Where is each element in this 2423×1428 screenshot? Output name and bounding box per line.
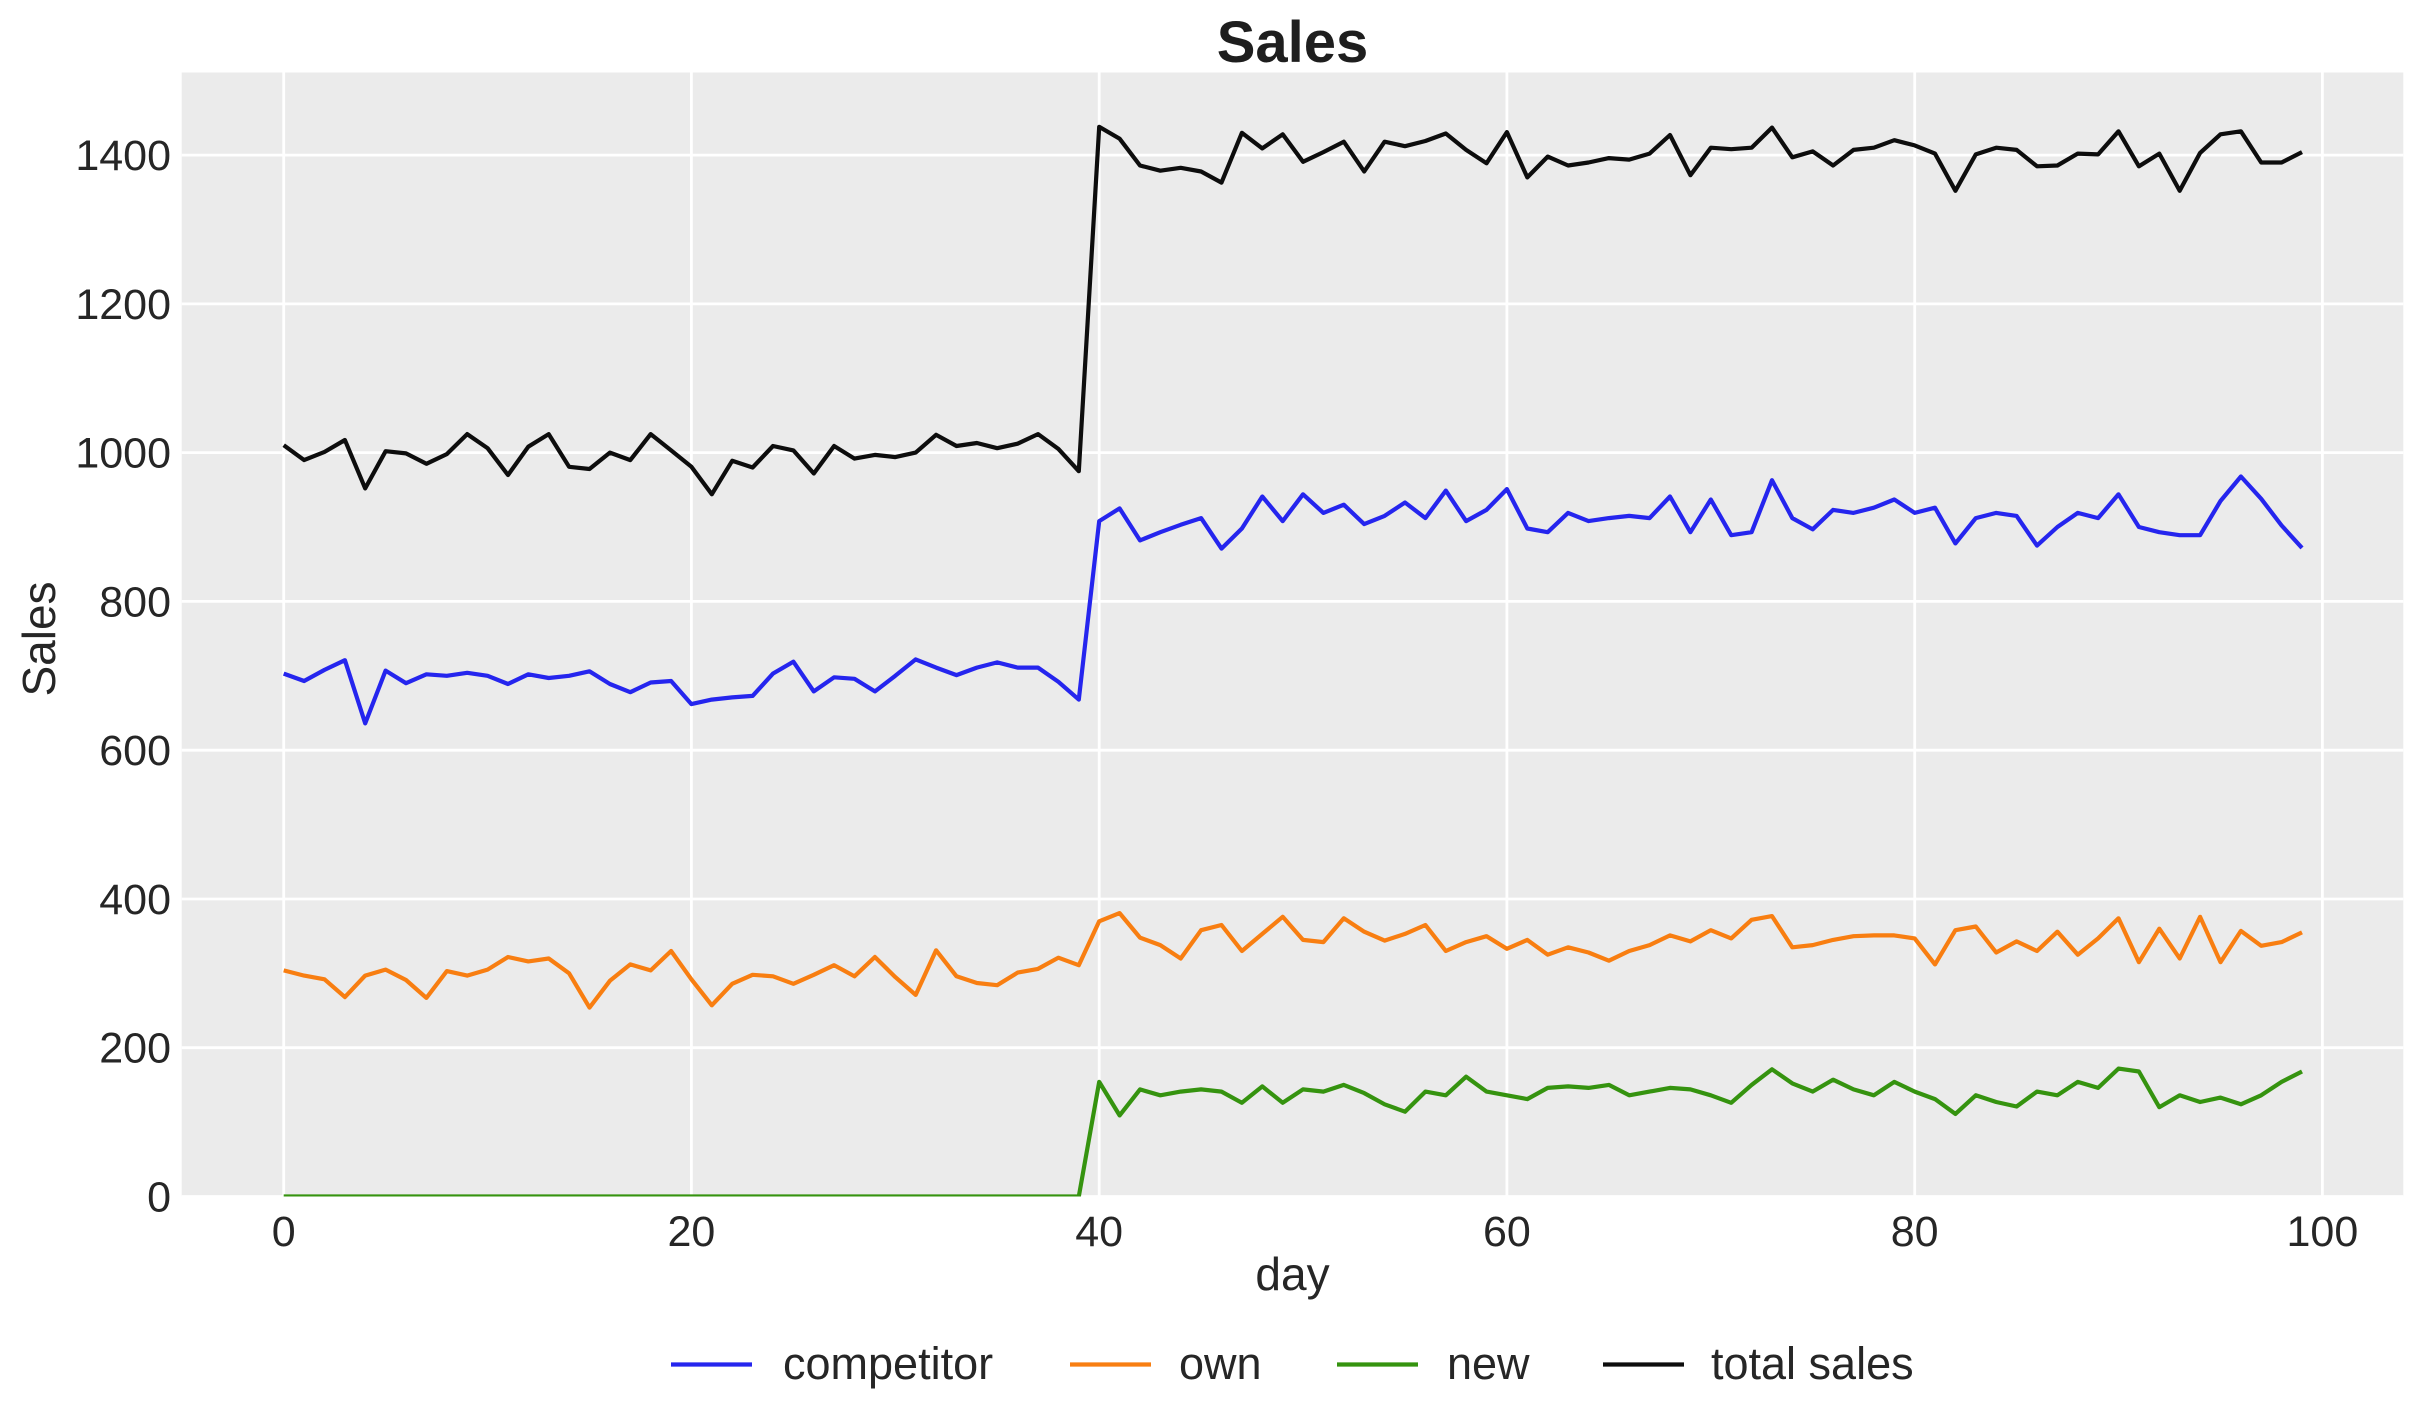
- svg-text:1200: 1200: [75, 281, 171, 329]
- svg-text:competitor: competitor: [783, 1338, 993, 1389]
- svg-text:0: 0: [272, 1208, 296, 1256]
- svg-text:new: new: [1447, 1338, 1530, 1389]
- svg-text:Sales: Sales: [13, 581, 65, 696]
- svg-text:1400: 1400: [75, 132, 171, 180]
- svg-text:day: day: [1255, 1248, 1329, 1300]
- svg-text:800: 800: [99, 578, 171, 626]
- svg-text:400: 400: [99, 876, 171, 924]
- svg-text:200: 200: [99, 1025, 171, 1073]
- svg-text:Sales: Sales: [1217, 10, 1369, 75]
- svg-text:600: 600: [99, 727, 171, 775]
- svg-text:100: 100: [2287, 1208, 2359, 1256]
- svg-text:1000: 1000: [75, 430, 171, 478]
- svg-text:80: 80: [1891, 1208, 1939, 1256]
- svg-text:total sales: total sales: [1711, 1338, 1914, 1389]
- svg-text:0: 0: [147, 1174, 171, 1222]
- svg-text:60: 60: [1483, 1208, 1531, 1256]
- svg-text:40: 40: [1075, 1208, 1123, 1256]
- svg-text:20: 20: [667, 1208, 715, 1256]
- svg-text:own: own: [1179, 1338, 1262, 1389]
